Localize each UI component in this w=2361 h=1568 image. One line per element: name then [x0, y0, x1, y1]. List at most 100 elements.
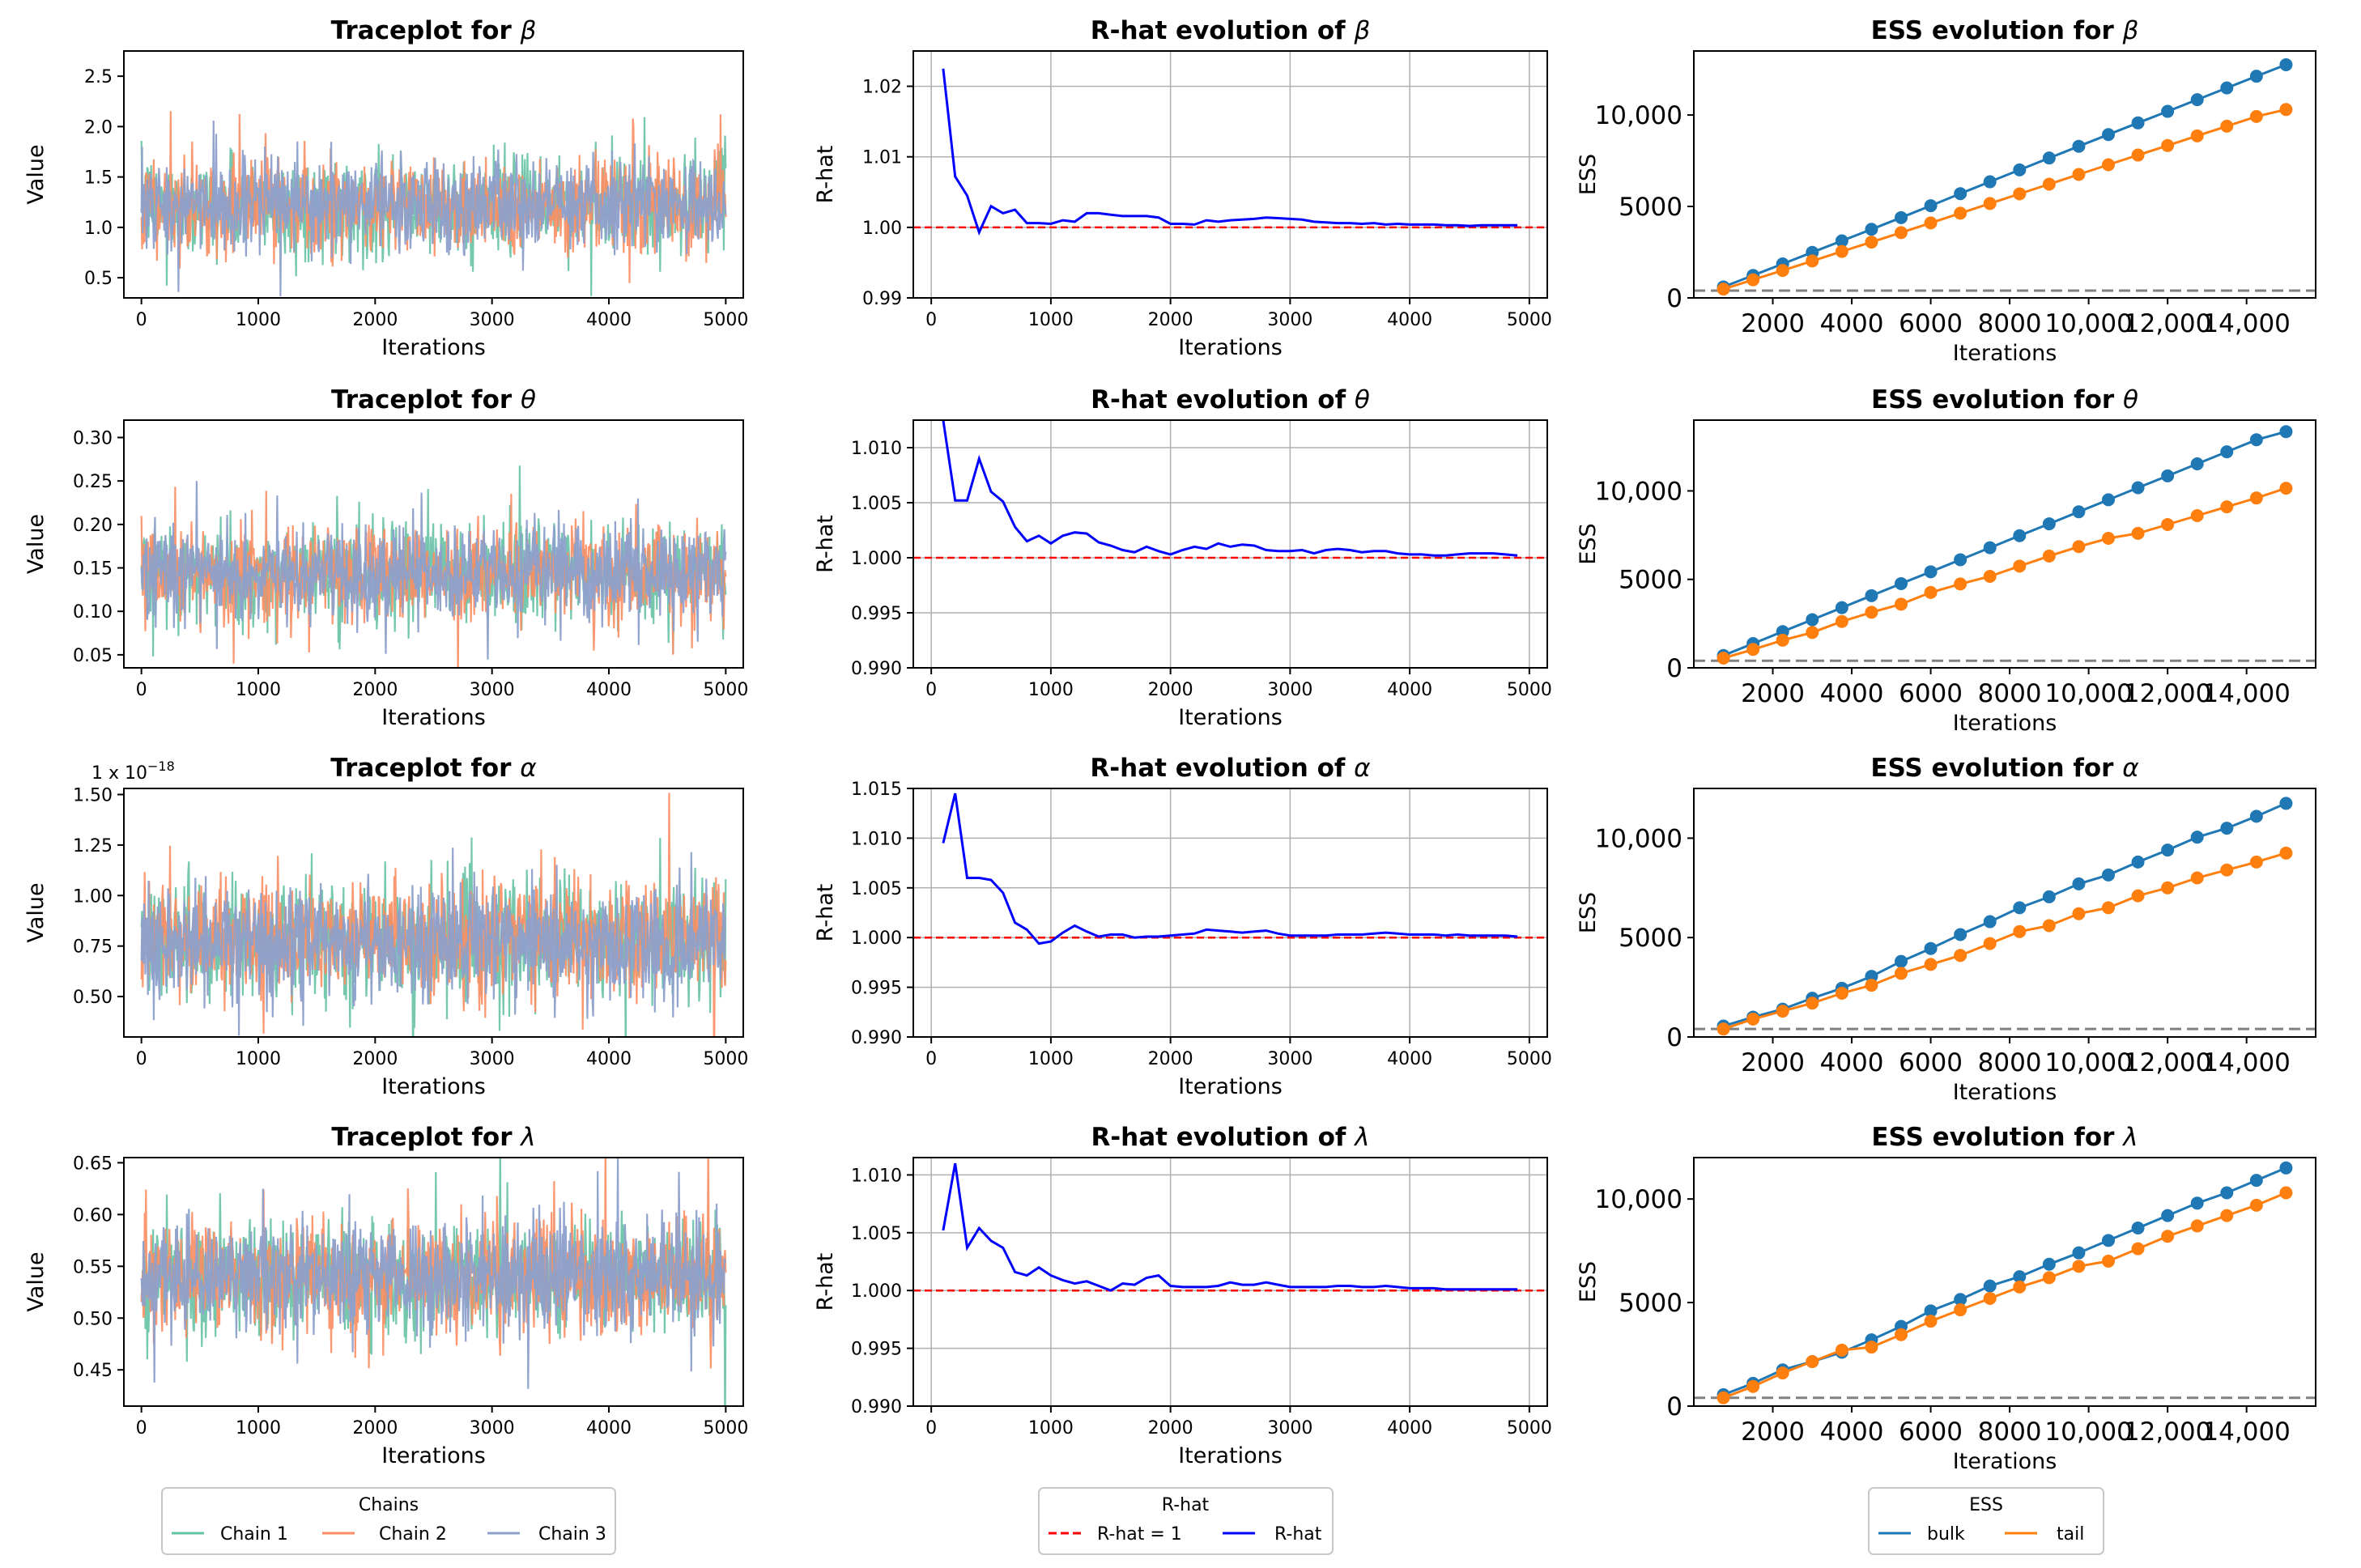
y-tick-label: 1.010 — [851, 439, 902, 459]
trace-theta-panel: 0 1000 2000 3000 4000 5000 0.05 0.10 0.15 0.20 0.2… — [23, 385, 748, 730]
bulk-ess-point — [1835, 601, 1848, 614]
bulk-ess-point — [1924, 1304, 1938, 1318]
bulk-ess-point — [2102, 128, 2115, 142]
rhat-beta-plot-area — [913, 68, 1547, 236]
y-axis-label: Value — [23, 1251, 49, 1311]
x-axis-label: Iterations — [1178, 1443, 1283, 1468]
title-text: Traceplot for — [330, 754, 520, 783]
x-tick-label: 1000 — [236, 680, 281, 700]
tail-ess-point — [1835, 244, 1848, 258]
trace-alpha-panel: 0 1000 2000 3000 4000 5000 0.50 0.75 1.00 1.25 1.5… — [23, 754, 748, 1099]
rhat-series-line — [942, 1162, 1518, 1292]
legend-label-rhat: R-hat — [1274, 1524, 1322, 1545]
x-tick-label: 4000 — [1820, 679, 1884, 708]
tail-ess-point — [1954, 949, 1968, 962]
tail-ess-point — [1924, 1315, 1938, 1328]
rhat-lambda-plot-area — [913, 1162, 1547, 1292]
x-axis-label: Iterations — [381, 335, 486, 360]
tail-ess-point — [1717, 283, 1730, 296]
legend-label-rhat-reference: R-hat = 1 — [1097, 1524, 1182, 1545]
trace-lambda-panel: 0 1000 2000 3000 4000 5000 0.45 0.50 0.55 0.60 0.6… — [23, 1123, 748, 1468]
ess-legend: ESS bulk tail — [1868, 1487, 2104, 1555]
bulk-ess-point — [2190, 93, 2204, 107]
tail-ess-point — [2220, 119, 2234, 133]
bulk-ess-point — [2220, 822, 2234, 835]
x-tick-label: 3000 — [1267, 1049, 1312, 1069]
title-text: Traceplot for — [331, 16, 521, 45]
trace-beta-plot-area — [140, 111, 727, 297]
y-tick-label: 0.99 — [862, 289, 902, 309]
x-tick-label: 3000 — [1267, 680, 1312, 700]
tail-ess-point — [1983, 937, 1997, 950]
bulk-ess-point — [1835, 234, 1848, 248]
y-tick-label: 1.00 — [73, 886, 113, 907]
y-axis-label: Value — [23, 882, 49, 942]
y-tick-label: 0.55 — [73, 1257, 113, 1277]
x-tick-label: 4000 — [1387, 310, 1432, 330]
y-axis-label: ESS — [1576, 892, 1601, 933]
x-axis-label: Iterations — [1178, 705, 1283, 730]
rhat-series-line — [942, 68, 1518, 236]
tail-ess-point — [1835, 986, 1848, 1000]
y-tick-label: 5000 — [1619, 924, 1682, 953]
y-tick-label: 0.25 — [73, 472, 113, 492]
trace-beta-panel: 0 1000 2000 3000 4000 5000 0.5 1.0 1.5 2.0 2.5 Trac… — [23, 16, 748, 360]
tail-ess-point — [2042, 1271, 2056, 1285]
y-tick-label: 0.45 — [73, 1361, 113, 1381]
tail-ess-point — [1746, 273, 1760, 287]
ess-beta-plot-area — [1694, 57, 2316, 296]
tail-ess-point — [2161, 881, 2175, 894]
ess-theta-panel: 2000 4000 6000 8000 10,00012,00014,000050001… — [1576, 385, 2316, 736]
rhat-beta-panel: 0 1000 2000 3000 4000 5000 0.99 1.00 1.01 1.02 R-h… — [813, 16, 1552, 360]
y-tick-label: 0 — [1666, 1023, 1682, 1052]
tail-ess-point — [1924, 585, 1938, 599]
x-tick-label: 14,000 — [2202, 1048, 2290, 1077]
tail-ess-point — [1924, 216, 1938, 230]
x-tick-label: 0 — [925, 310, 937, 330]
x-tick-label: 0 — [136, 310, 147, 330]
y-tick-label: 0.05 — [73, 646, 113, 666]
tail-ess-point — [2072, 1260, 2086, 1273]
x-tick-label: 0 — [925, 1418, 937, 1438]
bulk-ess-point — [1865, 223, 1878, 236]
x-tick-label: 5000 — [703, 1418, 748, 1438]
x-tick-label: 12,000 — [2124, 1048, 2211, 1077]
ess-lambda-panel: 2000 4000 6000 8000 10,00012,00014,000050001… — [1576, 1123, 2316, 1474]
title-text: ESS evolution for — [1871, 385, 2123, 414]
x-tick-label: 5000 — [703, 310, 748, 330]
y-tick-label: 1.50 — [73, 785, 113, 805]
ess-alpha-plot-area — [1694, 797, 2316, 1036]
rhat-beta-axes-frame — [912, 50, 1548, 299]
title-text: R-hat evolution of — [1091, 16, 1355, 45]
title-symbol: θ — [1355, 385, 1370, 414]
tail-ess-point — [2161, 517, 2175, 531]
tail-ess-point — [1776, 1366, 1789, 1380]
offset-exponent: −18 — [147, 759, 175, 774]
bulk-ess-point — [1983, 541, 1997, 555]
bulk-ess-point — [2220, 445, 2234, 459]
bulk-ess-point — [1924, 565, 1938, 579]
x-tick-label: 6000 — [1899, 309, 1963, 338]
bulk-ess-point — [2072, 505, 2086, 519]
bulk-ess-point — [2190, 831, 2204, 844]
bulk-ess-point — [2042, 890, 2056, 903]
tail-ess-point — [2161, 138, 2175, 152]
x-tick-label: 6000 — [1899, 679, 1963, 708]
x-axis-label: Iterations — [381, 1074, 486, 1099]
x-tick-label: 4000 — [1387, 680, 1432, 700]
y-tick-label: 10,000 — [1595, 477, 1682, 506]
bulk-ess-point — [2249, 433, 2263, 447]
y-tick-label: 1.000 — [851, 928, 902, 949]
tail-ess-point — [2102, 1254, 2115, 1268]
ess-lambda-title: ESS evolution for λ — [1871, 1123, 2138, 1152]
rhat-theta-axes-frame — [912, 419, 1548, 669]
bulk-ess-point — [1895, 954, 1908, 968]
chains-legend: Chains Chain 1 Chain 2 Chain 3 — [161, 1487, 616, 1555]
tail-ess-point — [2220, 1209, 2234, 1222]
y-tick-label: 0 — [1666, 1392, 1682, 1421]
x-tick-label: 14,000 — [2202, 309, 2290, 338]
bulk-ess-point — [1895, 576, 1908, 590]
bulk-ess-point — [2279, 797, 2293, 810]
x-tick-label: 10,000 — [2044, 1048, 2132, 1077]
x-tick-label: 0 — [136, 1418, 147, 1438]
